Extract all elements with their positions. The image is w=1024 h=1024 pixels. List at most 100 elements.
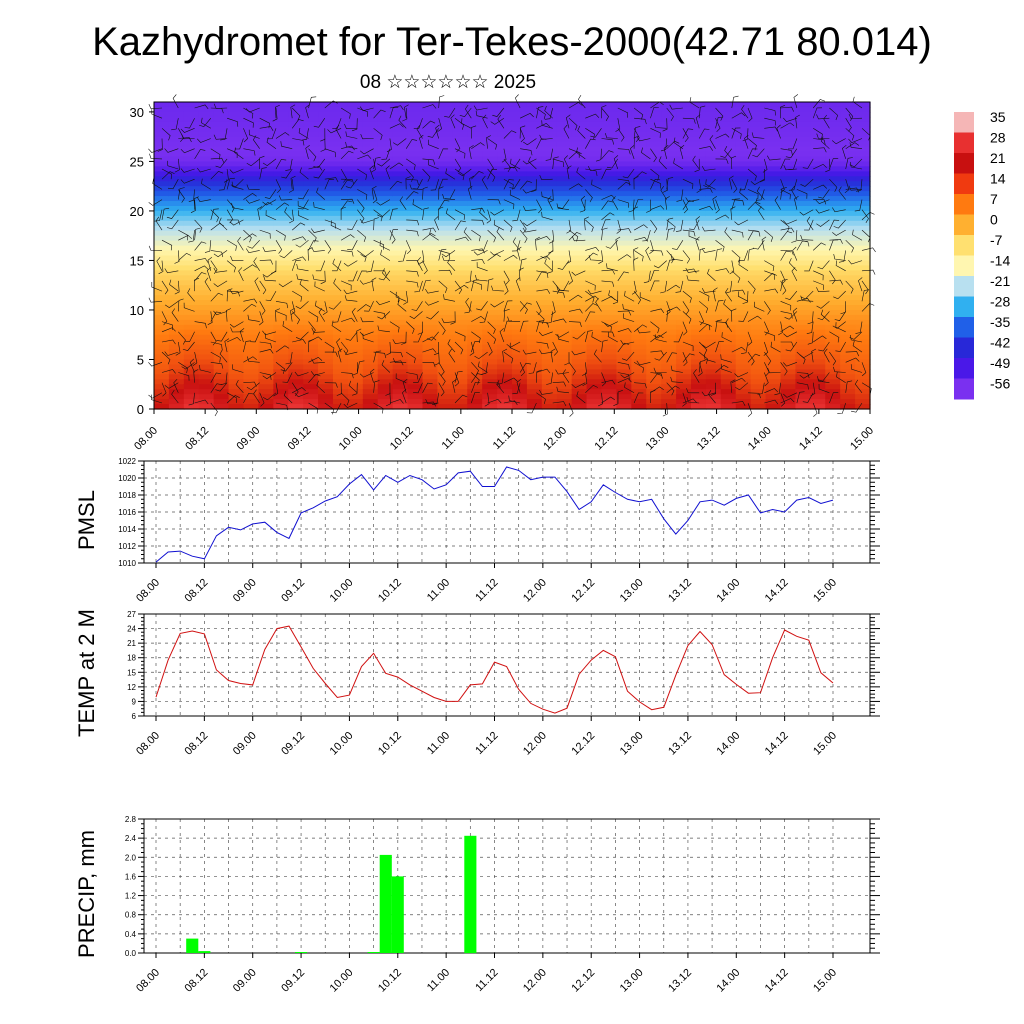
heatmap-cell [482, 225, 498, 232]
heatmap-cell [243, 126, 260, 133]
wind-barb [245, 199, 260, 204]
heatmap-cell [154, 364, 170, 370]
wind-barb [536, 107, 546, 120]
heatmap-cell [183, 215, 200, 222]
heatmap-cell [273, 102, 289, 108]
heatmap-cell [556, 181, 573, 187]
heatmap-cell [407, 324, 424, 331]
heatmap-cell [467, 235, 483, 242]
heatmap-cell [676, 161, 692, 167]
wind-barb [522, 227, 537, 233]
heatmap-cell [631, 106, 647, 113]
heatmap-cell [333, 399, 349, 405]
wind-barb [295, 301, 309, 309]
heatmap-cell [526, 240, 543, 247]
heatmap-cell [422, 255, 439, 262]
wind-barb [343, 402, 358, 408]
heatmap-cell [422, 136, 439, 143]
wind-barb [813, 128, 823, 140]
heatmap-cell [452, 156, 468, 163]
heatmap-cell [467, 151, 483, 158]
wind-barb [328, 301, 342, 310]
heatmap-cell [661, 176, 677, 182]
heatmap-cell [840, 389, 856, 395]
heatmap-cell [810, 290, 826, 296]
heatmap-cell [422, 329, 439, 336]
wind-barb [682, 128, 694, 139]
heatmap-cell [795, 319, 811, 326]
heatmap-cell [303, 255, 319, 262]
heatmap-cell [795, 146, 811, 153]
heatmap-cell [482, 250, 498, 257]
heatmap-cell [780, 285, 797, 291]
heatmap-cell [303, 329, 319, 336]
heatmap-cell [855, 309, 871, 316]
y-tick-label: 1018 [118, 491, 136, 500]
heatmap-cell [377, 126, 394, 133]
wind-barb [764, 351, 772, 366]
heatmap-cell [422, 196, 439, 202]
heatmap-cell [601, 215, 618, 222]
heatmap-cell [735, 334, 752, 341]
wind-barb [294, 392, 309, 398]
heatmap-cell [422, 186, 439, 192]
wind-barb [552, 290, 565, 298]
heatmap-cell [780, 235, 797, 242]
heatmap-cell [765, 126, 782, 133]
heatmap-cell [183, 384, 200, 390]
wind-barb [291, 119, 304, 129]
colorbar-swatch [954, 153, 974, 174]
wind-barb [314, 281, 325, 292]
colorbar-swatch [954, 378, 974, 400]
heatmap-cell [616, 156, 632, 163]
heatmap-cell [258, 196, 274, 202]
heatmap-cell [646, 215, 662, 222]
heatmap-cell [467, 250, 483, 257]
wind-barb [601, 105, 607, 119]
heatmap-cell [213, 270, 230, 276]
heatmap-cell [825, 394, 841, 400]
wind-barb [854, 379, 863, 393]
heatmap-cell [407, 354, 424, 361]
wind-barb [582, 362, 587, 376]
wind-barb [731, 95, 739, 109]
wind-barb [812, 107, 823, 119]
heatmap-cell [720, 161, 737, 167]
heatmap-cell [482, 156, 498, 163]
heatmap-cell [452, 146, 468, 153]
heatmap-cell [795, 339, 811, 346]
wind-barb [189, 358, 195, 373]
wind-barb [213, 134, 228, 140]
heatmap-cell [422, 230, 439, 237]
heatmap-cell [243, 201, 260, 207]
wind-barb [816, 301, 830, 309]
heatmap-cell [855, 166, 871, 172]
heatmap-cell [228, 379, 245, 385]
heatmap-cell [840, 275, 856, 281]
heatmap-cell [303, 205, 319, 212]
heatmap-cell [571, 314, 588, 321]
wind-barb [682, 268, 697, 274]
heatmap-cell [676, 255, 692, 262]
wind-barb [275, 345, 290, 353]
heatmap-cell [855, 384, 871, 390]
heatmap-cell [795, 275, 811, 281]
wind-barb [169, 279, 179, 292]
wind-barb [330, 220, 342, 231]
heatmap-cell [512, 394, 528, 400]
heatmap-cell [780, 111, 797, 118]
heatmap-cell [631, 394, 647, 400]
wind-barb [576, 391, 586, 404]
wind-barb [522, 189, 537, 194]
wind-barb [601, 396, 615, 404]
heatmap-cell [288, 111, 304, 118]
heatmap-cell [676, 389, 692, 395]
heatmap-cell [392, 201, 409, 207]
heatmap-cell [258, 240, 274, 247]
heatmap-cell [318, 399, 334, 405]
heatmap-cell [810, 250, 826, 257]
wind-barb [245, 107, 260, 113]
heatmap-cell [437, 131, 453, 138]
wind-barb [720, 363, 732, 373]
